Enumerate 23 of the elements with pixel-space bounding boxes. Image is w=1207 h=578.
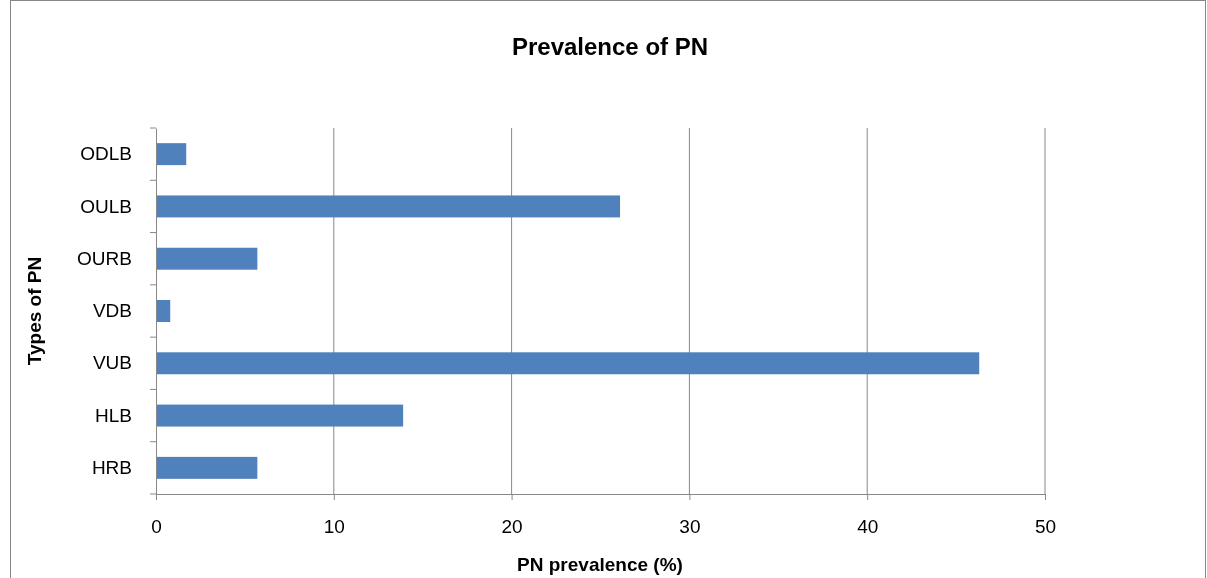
x-tick-label: 30 [679, 516, 701, 538]
bar [156, 352, 980, 375]
bar [156, 195, 621, 218]
bar [156, 456, 258, 479]
x-tick-label: 50 [1034, 516, 1057, 538]
x-tick-label: 10 [323, 516, 345, 538]
y-tick-label: HLB [95, 404, 132, 426]
x-tick-label: 0 [151, 516, 162, 538]
x-axis-title: PN prevalence (%) [517, 554, 683, 575]
y-axis-title: Types of PN [24, 256, 45, 366]
bar [156, 300, 171, 322]
y-tick-label: ODLB [80, 143, 132, 165]
y-tick-label: VUB [92, 352, 132, 374]
chart-title: Prevalence of PN [511, 33, 709, 60]
y-tick-label: VDB [92, 300, 132, 322]
x-tick-label: 40 [857, 516, 879, 538]
y-tick-label: OULB [80, 195, 132, 217]
bar [156, 247, 258, 270]
bar [156, 404, 404, 427]
bar [156, 143, 187, 166]
x-tick-label: 20 [501, 516, 523, 538]
y-tick-label: HRB [91, 456, 132, 478]
y-tick-label: OURB [77, 247, 132, 269]
